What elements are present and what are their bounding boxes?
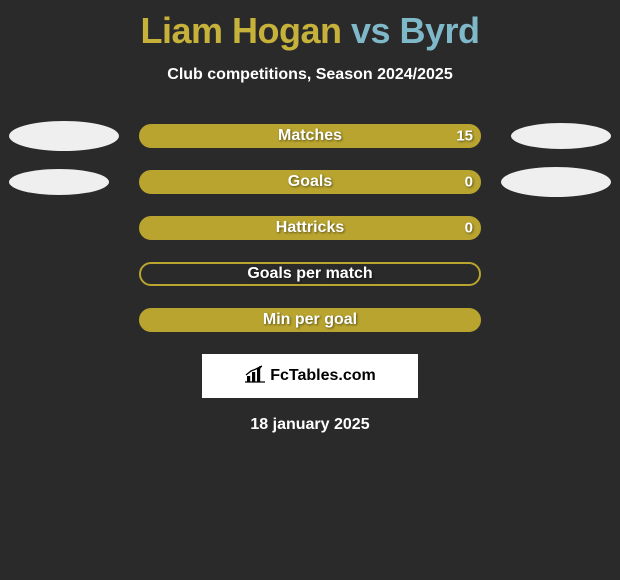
page-title: Liam Hogan vs Byrd: [0, 10, 620, 52]
stat-row: Matches 15: [0, 124, 620, 148]
stat-label: Goals per match: [247, 265, 372, 283]
title-vs: vs: [341, 10, 399, 51]
stat-row: Goals 0: [0, 170, 620, 194]
stat-bar: Goals per match: [139, 262, 481, 286]
decorative-ellipse: [511, 123, 611, 149]
stat-bar: Min per goal: [139, 308, 481, 332]
logo-text: FcTables.com: [270, 367, 376, 385]
stat-rows: Matches 15 Goals 0 Hattricks 0 Goals per match…: [0, 124, 620, 332]
stat-value-right: 0: [465, 174, 473, 191]
decorative-ellipse: [501, 167, 611, 197]
decorative-ellipse: [9, 169, 109, 195]
footer-date: 18 january 2025: [0, 416, 620, 434]
stat-label: Min per goal: [263, 311, 357, 329]
stat-bar: Hattricks 0: [139, 216, 481, 240]
stat-row: Hattricks 0: [0, 216, 620, 240]
decorative-ellipse: [9, 121, 119, 151]
logo-box: FcTables.com: [202, 354, 418, 398]
barchart-icon: [244, 365, 266, 388]
subtitle: Club competitions, Season 2024/2025: [0, 66, 620, 84]
stat-label: Matches: [278, 127, 342, 145]
stat-bar: Goals 0: [139, 170, 481, 194]
stat-bar: Matches 15: [139, 124, 481, 148]
stat-value-right: 0: [465, 220, 473, 237]
stat-row: Goals per match: [0, 262, 620, 286]
stat-label: Goals: [288, 173, 332, 191]
title-player2: Byrd: [400, 10, 480, 51]
title-player1: Liam Hogan: [140, 10, 341, 51]
stat-row: Min per goal: [0, 308, 620, 332]
stat-value-right: 15: [456, 128, 473, 145]
stat-label: Hattricks: [276, 219, 344, 237]
